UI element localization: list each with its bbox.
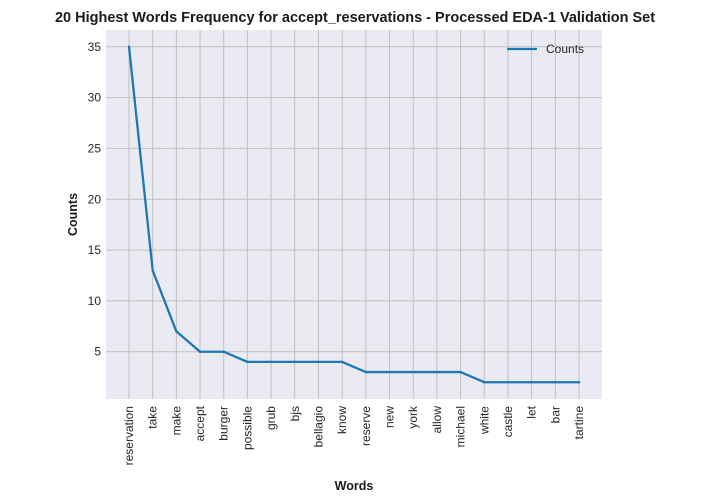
data-point [269, 360, 273, 364]
grid [106, 30, 602, 399]
x-tick-label: know [335, 406, 349, 434]
data-point [435, 370, 439, 374]
y-tick-label: 5 [94, 345, 101, 359]
plot-area [106, 30, 602, 399]
data-point [293, 360, 296, 364]
x-tick-label: castle [501, 406, 515, 438]
x-tick-label: tartine [572, 406, 586, 440]
data-point [246, 360, 249, 364]
data-point [577, 381, 581, 384]
x-tick-label: bellagio [311, 406, 325, 448]
data-point [198, 350, 202, 353]
x-tick-label: bjs [288, 406, 302, 421]
x-tick-label: bar [548, 406, 562, 423]
legend: Counts [507, 42, 584, 56]
y-tick-label: 35 [88, 40, 102, 54]
data-point [340, 360, 344, 364]
data-point [388, 370, 391, 374]
x-axis-label: Words [335, 479, 374, 493]
x-tick-label: burger [217, 406, 231, 441]
x-axis-ticks: reservation take make accept burger possible g… [122, 405, 586, 465]
y-tick-label: 25 [88, 141, 102, 155]
x-tick-label: new [383, 406, 397, 428]
y-axis-ticks: 5 10 15 20 25 30 35 [88, 40, 102, 359]
chart-title: 20 Highest Words Frequency for accept_re… [55, 10, 655, 26]
data-point [364, 370, 368, 374]
y-tick-label: 10 [88, 294, 102, 308]
y-tick-label: 15 [88, 243, 102, 257]
x-tick-label: take [146, 406, 160, 429]
data-point [222, 350, 225, 353]
data-point [127, 45, 131, 48]
data-point [317, 360, 320, 364]
y-tick-label: 30 [88, 91, 102, 105]
data-point [412, 370, 415, 374]
y-axis-label: Counts [66, 193, 80, 236]
x-tick-label: grub [264, 406, 278, 430]
x-tick-label: allow [430, 406, 444, 434]
data-point [554, 381, 557, 384]
series [127, 45, 581, 384]
x-tick-label: michael [454, 406, 468, 447]
data-point [175, 330, 178, 333]
x-tick-label: white [477, 406, 491, 435]
x-tick-label: york [406, 405, 420, 429]
x-tick-label: accept [193, 405, 207, 441]
x-tick-label: reserve [359, 406, 373, 446]
data-point [151, 269, 154, 272]
x-tick-label: let [525, 405, 539, 418]
data-point [506, 381, 510, 384]
data-point [530, 381, 533, 384]
legend-label-counts: Counts [546, 42, 584, 56]
series-line-counts [127, 45, 581, 384]
y-tick-label: 20 [88, 192, 102, 206]
x-tick-label: possible [240, 406, 254, 450]
x-tick-label: reservation [122, 406, 136, 465]
x-tick-label: make [169, 406, 183, 436]
data-point [459, 370, 462, 374]
data-point [483, 381, 486, 384]
